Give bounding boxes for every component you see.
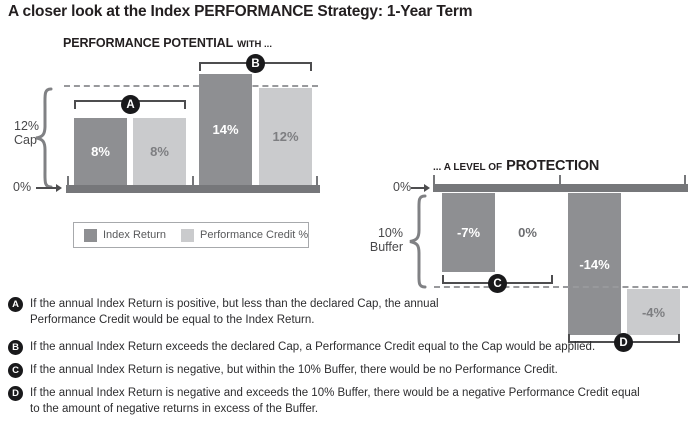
- footnote-a: A If the annual Index Return is positive…: [8, 297, 680, 328]
- bar-value-label: -4%: [641, 304, 666, 320]
- bar-group-a-performance-credit: 8%: [133, 118, 186, 185]
- bar-group-d-performance-credit: -4%: [627, 289, 680, 335]
- marker-c-badge: C: [488, 274, 507, 293]
- bar-value-label: 8%: [150, 144, 169, 159]
- buffer-dashed-line: [434, 286, 688, 288]
- legend-item-index-return: Index Return: [84, 228, 166, 242]
- legend-item-performance-credit: Performance Credit %: [180, 228, 309, 242]
- marker-b-badge: B: [246, 54, 265, 73]
- legend: Index Return Performance Credit %: [73, 222, 309, 248]
- left-baseline-tick: [192, 176, 194, 186]
- bar-group-b-performance-credit: 12%: [259, 88, 312, 185]
- right-zero-baseline: [433, 184, 688, 192]
- right-baseline-tick: [559, 175, 561, 185]
- left-zero-label: 0%: [13, 180, 32, 194]
- left-baseline-tick: [316, 176, 318, 186]
- left-zero-arrow-icon: [36, 184, 62, 192]
- right-chart-title-main: PROTECTION: [506, 158, 600, 174]
- footnote-a-badge: A: [8, 297, 23, 312]
- footnote-d-text: If the annual Index Return is negative a…: [30, 387, 640, 415]
- right-baseline-tick: [684, 175, 686, 185]
- left-zero-baseline: [66, 185, 320, 193]
- bar-group-d-index-return: -14%: [568, 193, 621, 335]
- performance-credit-swatch-icon: [180, 228, 194, 242]
- right-zero-label: 0%: [393, 180, 412, 194]
- left-chart-title-main: PERFORMANCE POTENTIAL: [63, 36, 234, 50]
- footnote-c-badge: C: [8, 363, 23, 378]
- index-return-swatch-icon: [84, 228, 97, 242]
- cap-brace-icon: [35, 87, 53, 189]
- right-chart-title-prefix: ... A LEVEL OF: [433, 162, 503, 173]
- buffer-brace-icon: [409, 194, 427, 289]
- footnote-b-badge: B: [8, 340, 23, 355]
- right-chart-title: ... A LEVEL OF PROTECTION: [433, 158, 599, 174]
- bar-value-label: -14%: [579, 256, 610, 272]
- legend-label: Performance Credit %: [199, 229, 309, 241]
- footnote-d: D If the annual Index Return is negative…: [8, 386, 680, 417]
- bar-group-b-index-return: 14%: [199, 74, 252, 185]
- left-baseline-tick: [67, 176, 69, 186]
- footnote-c-text: If the annual Index Return is negative, …: [30, 364, 558, 376]
- cap-dashed-line: [64, 85, 318, 87]
- left-chart-title: PERFORMANCE POTENTIAL WITH ...: [63, 36, 272, 50]
- footnote-a-text: If the annual Index Return is positive, …: [30, 298, 439, 326]
- marker-a-badge: A: [121, 95, 140, 114]
- marker-d-badge: D: [614, 333, 633, 352]
- buffer-axis-label: 10% Buffer: [369, 226, 403, 254]
- right-zero-arrow-icon: [411, 184, 430, 192]
- page-title: A closer look at the Index PERFORMANCE S…: [8, 3, 473, 20]
- footnote-d-badge: D: [8, 386, 23, 401]
- legend-label: Index Return: [103, 229, 166, 241]
- bar-value-label: 14%: [212, 122, 239, 137]
- left-chart-title-suffix: WITH ...: [237, 39, 272, 50]
- bar-group-c-index-return: -7%: [442, 193, 495, 272]
- bar-value-label: -7%: [456, 225, 481, 240]
- bar-value-label: 12%: [272, 129, 299, 144]
- bar-value-label: 8%: [91, 144, 110, 159]
- right-baseline-tick: [433, 175, 435, 185]
- group-c-zero-credit-label: 0%: [518, 225, 537, 240]
- footnote-b: B If the annual Index Return exceeds the…: [8, 340, 680, 356]
- cap-axis-label: 12% Cap: [14, 119, 40, 147]
- footnote-c: C If the annual Index Return is negative…: [8, 363, 680, 379]
- footnote-b-text: If the annual Index Return exceeds the d…: [30, 341, 596, 353]
- bar-group-a-index-return: 8%: [74, 118, 127, 185]
